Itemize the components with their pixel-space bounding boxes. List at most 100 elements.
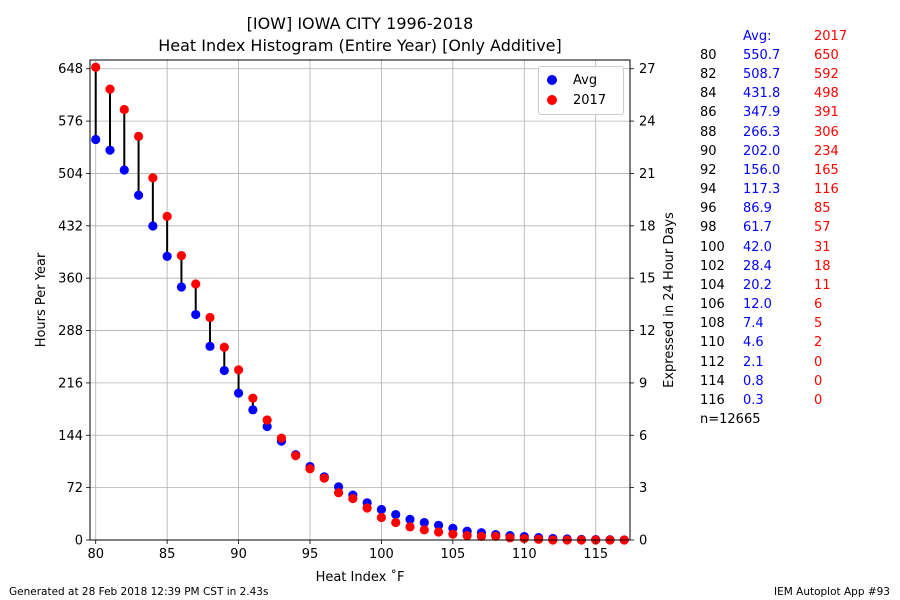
side-table-temp: 92 (700, 162, 717, 178)
point-avg (405, 514, 415, 524)
legend-label-2017: 2017 (573, 92, 607, 108)
side-table-year: 11 (814, 277, 831, 293)
point-avg (191, 309, 201, 320)
side-table-avg: 2.1 (743, 354, 764, 370)
side-table-year: 6 (814, 297, 823, 313)
side-table-year: 0 (814, 373, 823, 389)
point-2017 (233, 365, 244, 375)
point-2017 (248, 393, 258, 403)
point-2017 (262, 415, 272, 425)
x-tick-label: 100 (369, 547, 394, 562)
x-tick-label: 105 (440, 547, 465, 562)
legend-item-avg: Avg (547, 71, 597, 89)
plot-frame (89, 59, 631, 541)
point-2017 (491, 531, 501, 541)
side-table-year: 0 (814, 392, 823, 408)
y2-tick-label: 12 (639, 324, 656, 339)
y2-tick-label: 9 (639, 376, 647, 391)
y2-tick-label: 18 (639, 219, 656, 234)
x-axis-label: Heat Index ˚F (316, 569, 405, 585)
legend-marker-2017 (547, 95, 557, 105)
side-table-avg: 20.2 (743, 277, 772, 293)
point-2017 (119, 104, 129, 115)
side-table-temp: 88 (700, 124, 717, 140)
side-table-avg-values: 550.7 508.7 431.8 347.9 266.3 202.0 156.0 117.3… (743, 46, 780, 410)
side-table-temp: 106 (700, 297, 725, 313)
side-table-year: 85 (814, 201, 831, 217)
y-tick-label: 360 (58, 272, 83, 287)
y-tick-label: 648 (58, 62, 83, 77)
side-table-avg: 4.6 (743, 335, 764, 351)
axis-layer: 80 85 90 95 100 105 110 11507214421628836043250… (58, 62, 655, 562)
side-table-temp: 112 (700, 354, 725, 370)
side-table-temp: 102 (700, 258, 725, 274)
point-2017 (305, 464, 315, 474)
legend-marker-avg (547, 75, 557, 85)
side-table-temp: 82 (700, 67, 717, 83)
side-table-avg: 550.7 (743, 48, 781, 63)
y2-tick-label: 27 (639, 62, 656, 77)
point-avg (133, 190, 144, 200)
side-table-temp: 80 (700, 48, 717, 63)
grid-layer (90, 60, 630, 541)
y-tick-label: 504 (58, 167, 83, 182)
point-avg (248, 405, 258, 415)
y2-tick-label: 15 (639, 272, 656, 287)
point-2017 (205, 312, 215, 323)
side-table-header-avg: Avg: (743, 29, 772, 44)
side-table-year: 650 (814, 48, 839, 63)
stem-layer (94, 67, 283, 442)
point-2017 (391, 517, 401, 528)
point-2017 (405, 522, 415, 532)
point-2017 (476, 531, 487, 541)
footer-app: IEM Autoplot App #93 (774, 586, 890, 598)
side-table-avg: 42.0 (743, 239, 772, 255)
x-tick-label: 110 (512, 547, 537, 562)
y-tick-label: 0 (75, 534, 83, 549)
side-table-year: 57 (814, 220, 831, 236)
side-table-temp: 100 (700, 239, 725, 255)
point-2017 (148, 173, 158, 183)
point-2017 (533, 534, 544, 544)
side-table-avg: 7.4 (743, 316, 764, 332)
point-2017 (91, 62, 101, 72)
point-avg (419, 517, 429, 528)
point-2017 (419, 525, 429, 535)
chart-title: [IOW] IOWA CITY 1996-2018 (246, 14, 474, 33)
side-table-year: 592 (814, 67, 839, 83)
side-table-temp: 96 (700, 201, 717, 217)
side-table-avg: 117.3 (743, 182, 781, 198)
x-tick-label: 80 (87, 547, 104, 562)
y-tick-label: 288 (58, 324, 83, 339)
side-table-year: 306 (814, 124, 839, 140)
side-table-avg: 0.8 (743, 373, 764, 389)
x-tick-label: 95 (302, 547, 319, 562)
side-table-count: n=12665 (700, 412, 761, 427)
side-table-avg: 431.8 (743, 86, 781, 102)
side-table-year: 498 (814, 86, 839, 102)
legend-item-2017: 2017 (547, 91, 606, 109)
point-2017 (433, 527, 444, 537)
side-table-temp: 110 (700, 335, 725, 351)
point-2017 (362, 503, 372, 513)
side-table-avg: 61.7 (743, 220, 772, 236)
side-table-year: 2 (814, 335, 823, 351)
point-2017 (348, 493, 358, 504)
x-tick-label: 115 (583, 547, 608, 562)
point-avg (391, 509, 401, 520)
point-2017 (448, 529, 458, 539)
y2-tick-label: 21 (639, 167, 656, 182)
side-table-avg: 0.3 (743, 392, 764, 408)
legend-label-avg: Avg (573, 72, 598, 88)
footer-generated: Generated at 28 Feb 2018 12:39 PM CST in… (9, 586, 269, 598)
y2-tick-label: 6 (639, 429, 647, 444)
side-table-temp: 94 (700, 182, 717, 198)
y2-tick-label: 3 (639, 481, 647, 496)
side-table-year-values: 650 592 498 391 306 234 165 116 85 57 31 18 11 6 5 2 0 0 0 (814, 46, 839, 410)
y-tick-label: 216 (58, 376, 83, 391)
y2-tick-label: 24 (639, 115, 656, 130)
point-avg (262, 421, 272, 432)
point-avg (233, 388, 244, 398)
point-2017 (276, 433, 287, 443)
